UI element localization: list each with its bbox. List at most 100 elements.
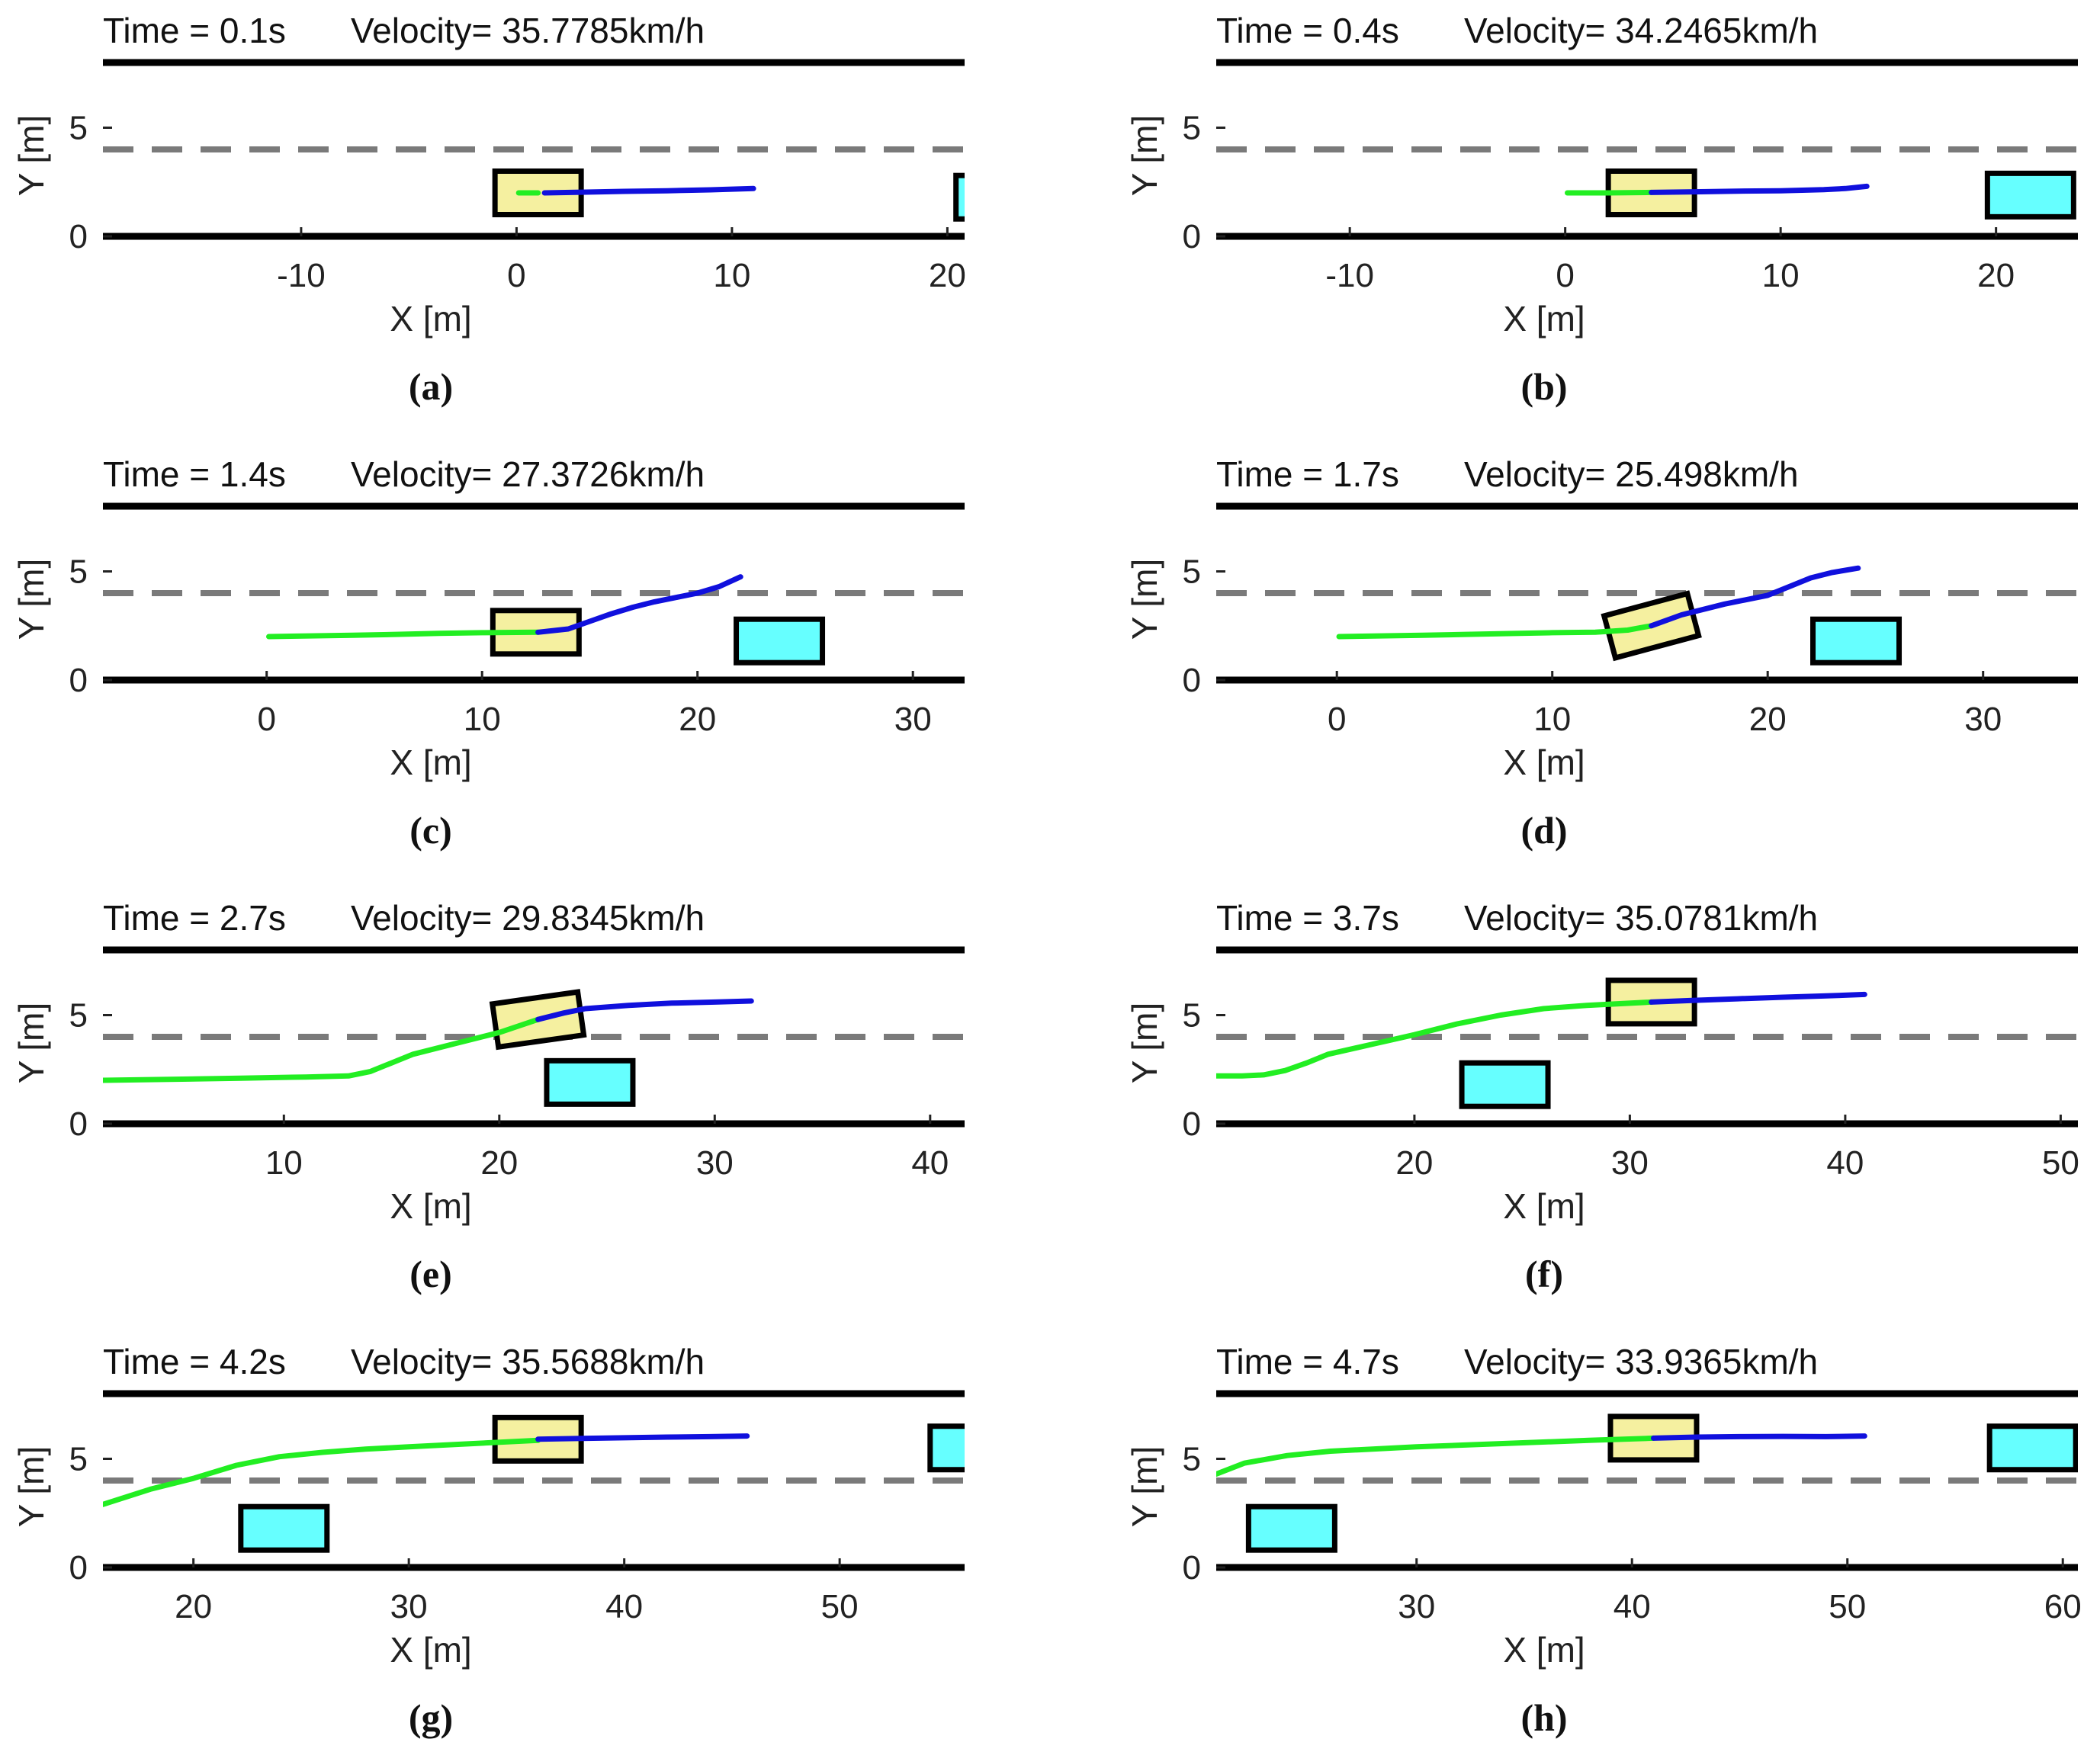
x-axis-label: X [m] [390,1186,471,1226]
panel-h: Time = 4.7s Velocity= 33.9365km/h 0 5 30 40 50… [1125,1342,2082,1739]
y-tick-label: 0 [69,1549,88,1587]
y-tick-label: 5 [69,997,88,1035]
y-tick-label: 0 [69,1105,88,1143]
plot-area [103,946,965,1128]
obstacle-vehicle [238,1503,330,1553]
obstacle-vehicle [544,1057,636,1107]
velocity-label: Velocity= 27.3726km/h [351,454,705,494]
x-tick-label: 0 [1556,257,1574,294]
x-tick-label: 30 [894,701,932,738]
panel-caption: (a) [409,365,453,408]
x-axis-label: X [m] [1503,743,1585,782]
panel-caption: (d) [1520,809,1567,852]
x-axis-label: X [m] [390,299,471,338]
plot-area [103,59,965,240]
obstacle-vehicle [927,1423,965,1473]
traveled-path-line [266,629,541,640]
panel-caption: (g) [409,1696,453,1739]
panel-e: Time = 2.7s Velocity= 29.8345km/h 0 5 10 20 30… [11,898,965,1295]
planned-path-line [1649,183,1870,195]
obstacle-vehicle [1459,1060,1551,1109]
planned-path-line [535,574,743,635]
x-tick-label: -10 [1325,257,1374,294]
obstacle-vehicle [1810,616,1903,666]
y-tick-label: 0 [69,218,88,255]
obstacle-vehicle [1984,170,2076,220]
x-tick-label: 0 [1328,701,1346,738]
velocity-label: Velocity= 34.2465km/h [1464,11,1818,50]
y-tick-label: 5 [69,110,88,147]
x-axis-label: X [m] [1503,299,1585,338]
plot-area [1216,946,2078,1128]
x-tick-label: 0 [257,701,275,738]
x-tick-label: 60 [2044,1588,2082,1625]
y-tick-label: 5 [1183,1441,1201,1478]
x-tick-label: 40 [1826,1144,1864,1182]
planned-path-line [1651,1433,1867,1441]
obstacle-vehicle [1245,1503,1337,1553]
x-tick-label: 30 [1611,1144,1649,1182]
traveled-path-line [1216,1435,1656,1477]
panel-caption: (e) [409,1253,452,1295]
traveled-path-line [1216,999,1655,1079]
obstacle-vehicle [953,172,965,222]
time-label: Time = 0.4s [1216,11,1399,50]
velocity-label: Velocity= 33.9365km/h [1464,1342,1818,1381]
y-axis-label: Y [m] [1125,559,1164,640]
time-label: Time = 4.2s [103,1342,286,1381]
y-axis-label: Y [m] [1125,1003,1164,1084]
y-tick-label: 5 [1183,110,1201,147]
plot-area [1216,1390,2078,1571]
panel-a: Time = 0.1s Velocity= 35.7785km/h 0 5 -10 0 10… [11,11,966,408]
x-tick-label: 20 [679,701,716,738]
x-tick-label: 10 [713,257,750,294]
panel-d: Time = 1.7s Velocity= 25.498km/h 0 5 0 10 20 30… [1125,454,2078,852]
time-label: Time = 0.1s [103,11,286,50]
panel-caption: (h) [1520,1696,1567,1739]
y-tick-label: 5 [69,1441,88,1478]
panel-caption: (b) [1520,365,1567,408]
time-label: Time = 1.7s [1216,454,1399,494]
panel-c: Time = 1.4s Velocity= 27.3726km/h 0 5 0 10 20 3… [11,454,965,852]
time-label: Time = 3.7s [1216,898,1399,938]
x-tick-label: 10 [464,701,501,738]
y-tick-label: 0 [1183,218,1201,255]
velocity-label: Velocity= 35.0781km/h [1464,898,1818,938]
planned-path-line [535,998,754,1022]
x-tick-label: 0 [507,257,525,294]
x-tick-label: 50 [1829,1588,1866,1625]
y-axis-label: Y [m] [11,1003,51,1084]
velocity-label: Velocity= 25.498km/h [1464,454,1799,494]
obstacle-vehicle [734,616,826,666]
y-axis-label: Y [m] [11,559,51,640]
x-tick-label: 30 [1964,701,2002,738]
x-tick-label: 30 [1398,1588,1435,1625]
planned-path-line [1649,991,1867,1005]
x-tick-label: 50 [821,1588,859,1625]
panel-caption: (f) [1525,1253,1563,1295]
y-tick-label: 5 [69,553,88,591]
time-label: Time = 2.7s [103,898,286,938]
velocity-label: Velocity= 29.8345km/h [351,898,705,938]
planned-path-line [541,185,756,196]
y-axis-label: Y [m] [1125,1446,1164,1528]
x-tick-label: 10 [1533,701,1571,738]
plot-area [103,1390,965,1571]
y-axis-label: Y [m] [11,115,51,197]
plot-area [1216,59,2078,240]
x-tick-label: -10 [277,257,326,294]
planned-path-line [1649,565,1861,629]
panel-f: Time = 3.7s Velocity= 35.0781km/h 0 5 20 30 40… [1125,898,2079,1295]
y-axis-label: Y [m] [11,1446,51,1528]
x-tick-label: 40 [605,1588,643,1625]
x-tick-label: 10 [1762,257,1800,294]
y-tick-label: 0 [1183,1549,1201,1587]
x-tick-label: 30 [390,1588,428,1625]
time-label: Time = 1.4s [103,454,286,494]
velocity-label: Velocity= 35.5688km/h [351,1342,705,1381]
y-tick-label: 0 [1183,1105,1201,1143]
x-tick-label: 20 [1395,1144,1433,1182]
x-axis-label: X [m] [390,743,471,782]
traveled-path-line [1336,623,1655,640]
x-tick-label: 40 [911,1144,949,1182]
